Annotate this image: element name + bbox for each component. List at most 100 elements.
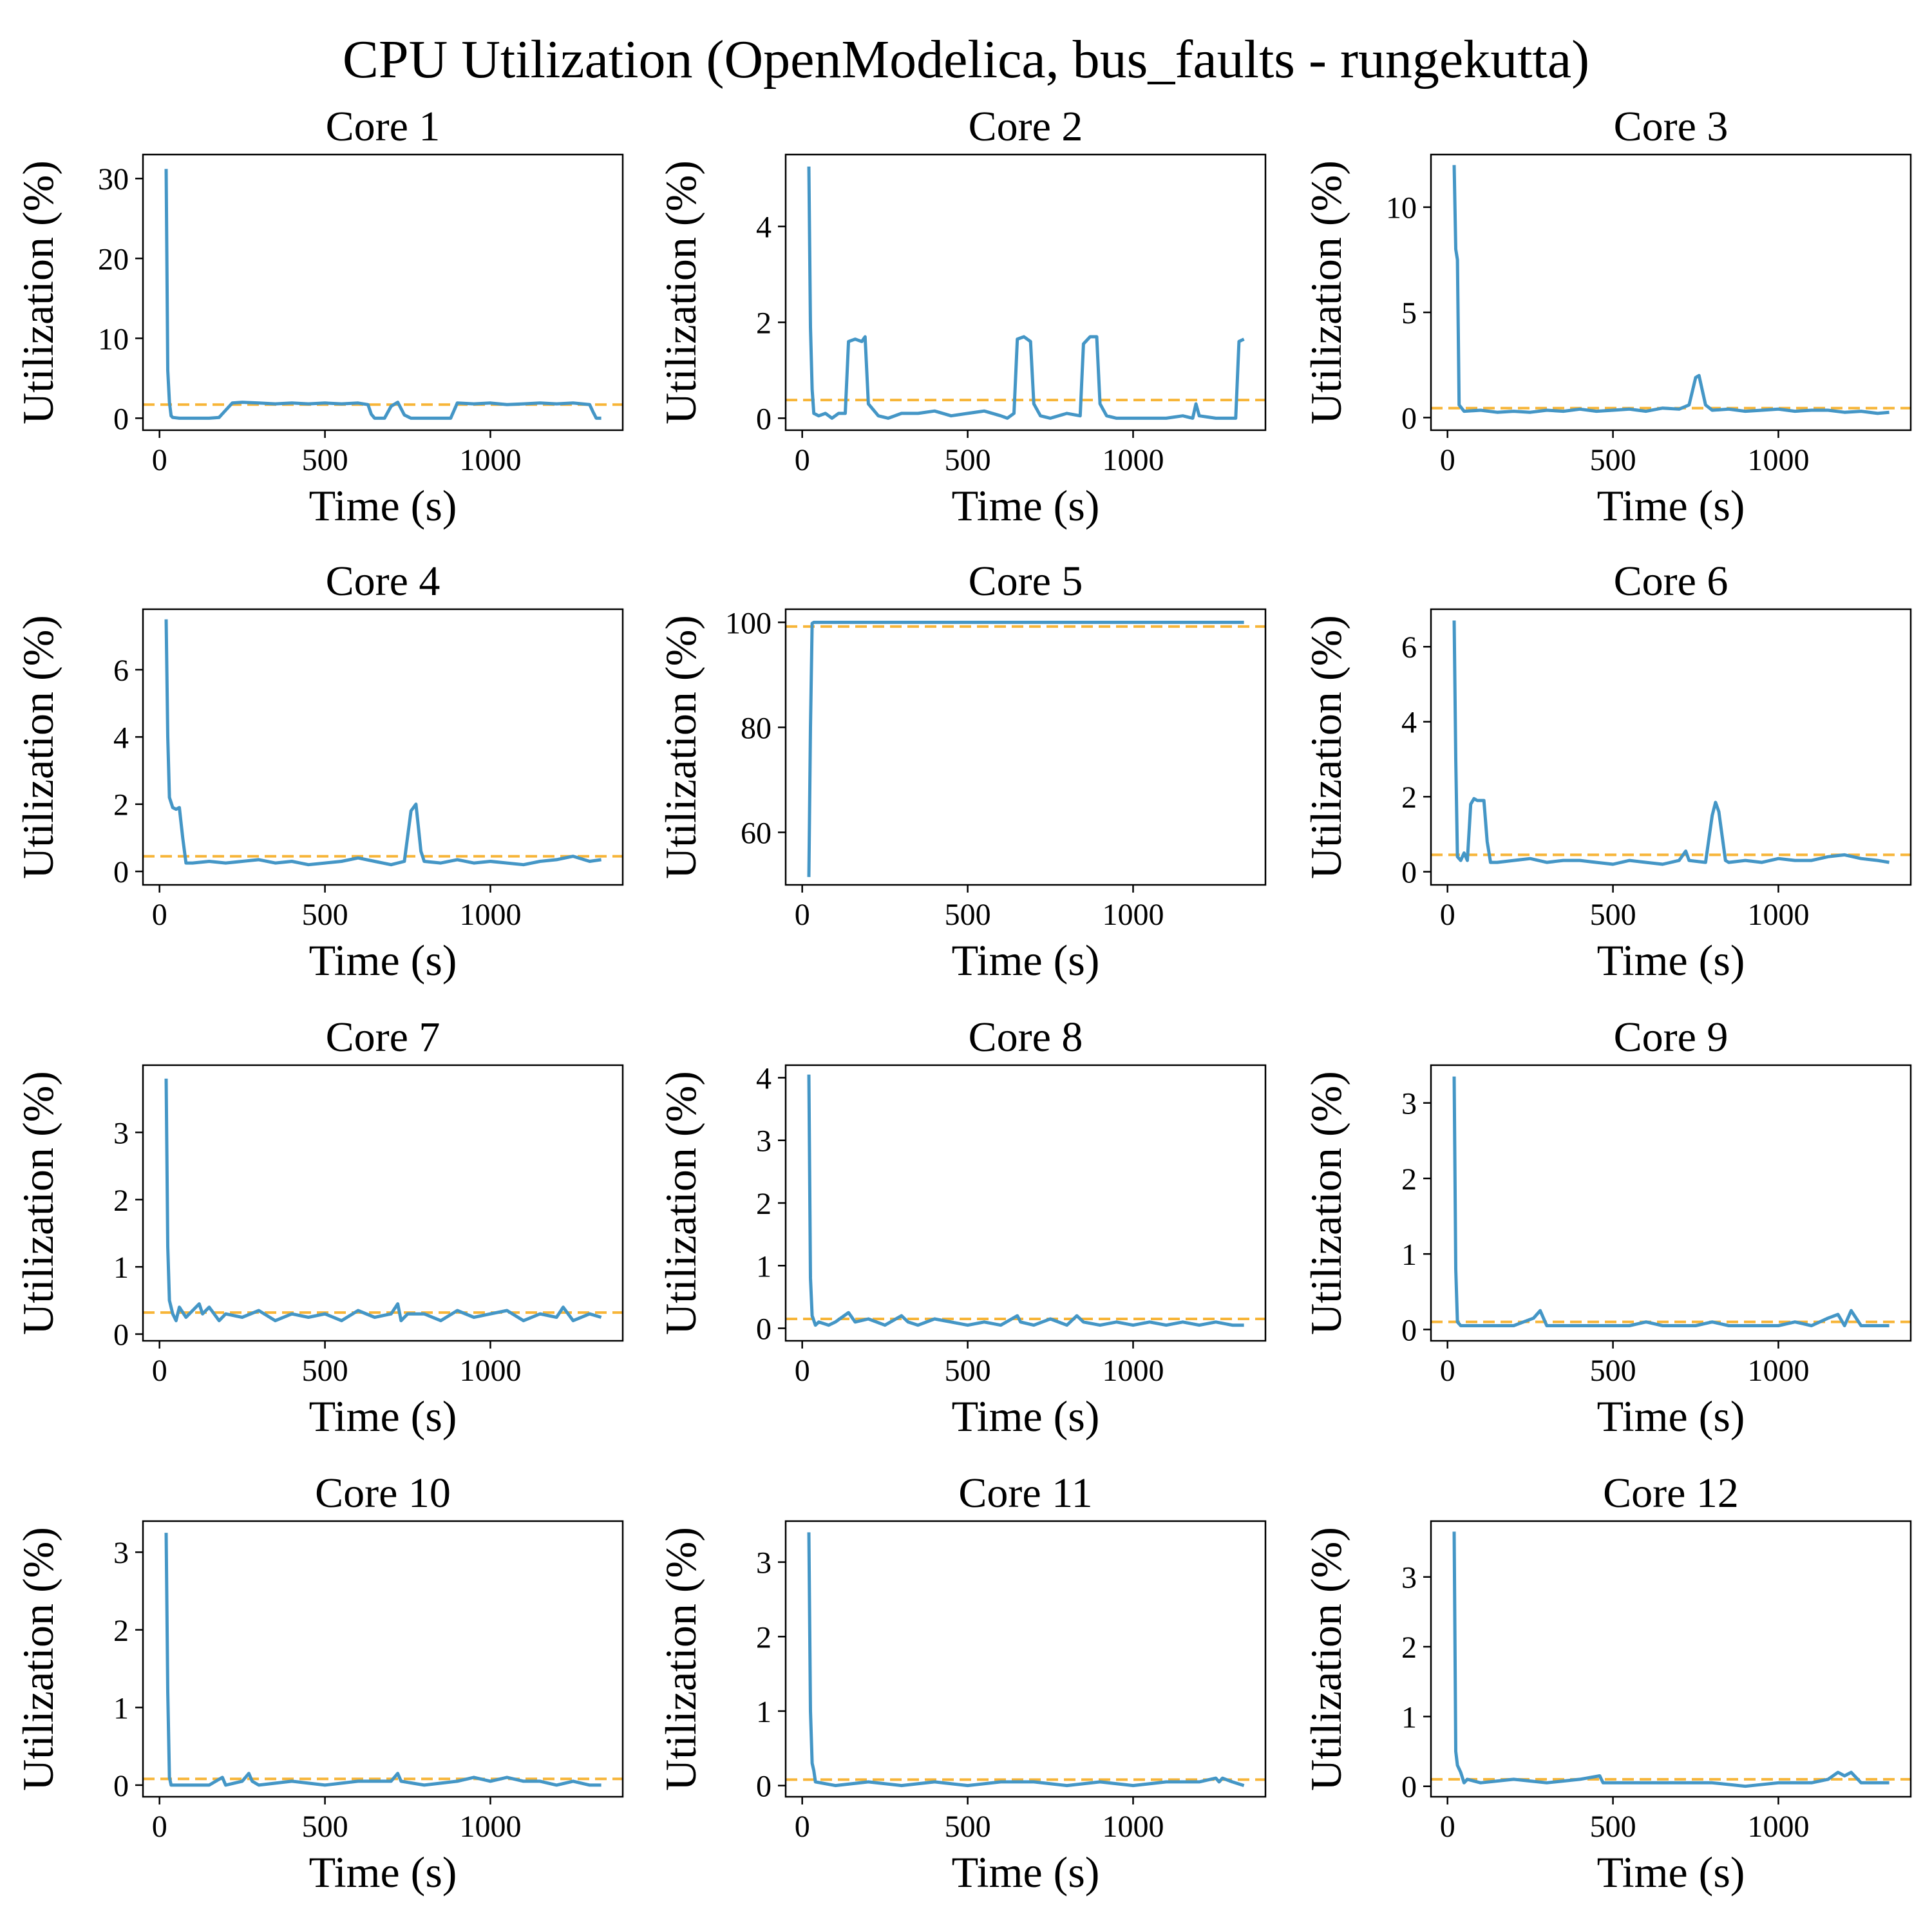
subplot-core-6: Core 6 0 500 1000 0 2 4 6 Time (s) Utilization (%… [1302,558,1912,985]
x-tick-label: 1000 [459,1810,521,1844]
y-tick-label: 30 [98,162,129,196]
y-tick-label: 2 [113,1614,129,1648]
y-axis-label: Utilization (%) [1302,615,1350,879]
x-tick-label: 1000 [1747,1810,1809,1844]
series-line [807,620,1244,877]
x-tick-label: 500 [302,898,348,932]
x-tick-label: 0 [152,1354,167,1388]
x-axis-label: Time (s) [1597,1392,1745,1441]
y-axis-label: Utilization (%) [14,1071,62,1335]
y-tick-label: 0 [756,402,772,436]
y-tick-label: 2 [756,1187,772,1221]
y-tick-label: 0 [1401,401,1417,435]
x-axis-label: Time (s) [309,481,457,530]
y-tick-label: 1 [113,1691,129,1725]
y-axis-label: Utilization (%) [14,615,62,879]
y-tick-label: 4 [113,721,129,755]
y-tick-label: 4 [756,1061,772,1095]
series-line [1452,165,1889,415]
y-tick-label: 0 [1401,1770,1417,1804]
axes-frame [784,153,1267,431]
x-tick-label: 0 [795,898,810,932]
subplot-core-11: Core 11 0 500 1000 0 1 2 3 Time (s) Utilization (… [656,1470,1267,1897]
y-tick-label: 0 [756,1312,772,1347]
subplot-title: Core 11 [958,1470,1092,1517]
x-tick-label: 500 [302,1810,348,1844]
x-axis-label: Time (s) [309,1392,457,1441]
series-line [807,1074,1244,1327]
y-tick-label: 0 [113,855,129,889]
axes-frame [784,608,1267,886]
subplot-core-10: Core 10 0 500 1000 0 1 2 3 Time (s) Utilization (… [14,1470,624,1897]
y-tick-label: 2 [113,788,129,822]
series-line [164,619,601,867]
x-axis-label: Time (s) [1597,481,1745,530]
y-tick-label: 4 [1401,706,1417,740]
x-tick-label: 1000 [1102,898,1164,932]
y-tick-label: 0 [1401,1313,1417,1347]
x-axis-label: Time (s) [952,1392,1100,1441]
axes-frame [142,1064,624,1342]
subplot-core-9: Core 9 0 500 1000 0 1 2 3 Time (s) Utilization (%… [1302,1014,1912,1441]
y-axis-label: Utilization (%) [656,1527,705,1791]
x-tick-label: 500 [945,1810,991,1844]
y-tick-label: 2 [756,307,772,341]
x-tick-label: 0 [152,1810,167,1844]
axes-frame [142,153,624,431]
y-axis-label: Utilization (%) [14,160,62,424]
subplot-core-2: Core 2 0 500 1000 0 2 4 Time (s) Utilization (%) [656,103,1267,530]
x-axis-label: Time (s) [309,1848,457,1897]
series-line [807,166,1245,420]
y-tick-label: 10 [98,322,129,356]
y-tick-label: 2 [1401,1162,1417,1197]
x-tick-label: 0 [795,443,810,477]
y-tick-label: 2 [1401,1631,1417,1665]
x-tick-label: 0 [1440,898,1455,932]
x-tick-label: 1000 [459,898,521,932]
y-tick-label: 6 [1401,630,1417,665]
y-tick-label: 80 [741,711,772,745]
subplot-title: Core 2 [969,103,1083,150]
y-tick-label: 3 [1401,1087,1417,1121]
x-tick-label: 1000 [1102,1354,1164,1388]
x-tick-label: 1000 [1102,1810,1164,1844]
x-tick-label: 0 [795,1354,810,1388]
y-tick-label: 3 [756,1124,772,1159]
y-tick-label: 4 [756,211,772,245]
x-tick-label: 500 [945,1354,991,1388]
subplot-core-3: Core 3 0 500 1000 0 5 10 Time (s) Utilization (%… [1302,103,1912,530]
y-tick-label: 1 [756,1249,772,1283]
y-tick-label: 0 [113,1318,129,1352]
series-line [164,1078,602,1323]
y-tick-label: 0 [1401,856,1417,890]
y-tick-label: 3 [1401,1561,1417,1595]
x-tick-label: 500 [945,898,991,932]
x-axis-label: Time (s) [952,936,1100,985]
y-tick-label: 10 [1386,191,1417,225]
x-tick-label: 500 [1590,443,1636,477]
subplot-title: Core 4 [326,558,440,605]
x-axis-label: Time (s) [1597,936,1745,985]
x-axis-label: Time (s) [309,936,457,985]
subplot-core-4: Core 4 0 500 1000 0 2 4 6 Time (s) Utilization (%… [14,558,624,985]
subplot-title: Core 9 [1614,1014,1728,1061]
x-tick-label: 1000 [459,443,521,477]
x-tick-label: 0 [152,443,167,477]
axes-frame [142,608,624,886]
x-tick-label: 500 [1590,1810,1636,1844]
y-tick-label: 2 [113,1184,129,1218]
subplot-title: Core 1 [326,103,440,150]
y-tick-label: 60 [741,816,772,850]
y-tick-label: 2 [756,1620,772,1654]
subplot-core-5: Core 5 0 500 1000 60 80 100 Time (s) Utilization… [656,558,1267,985]
axes-frame [142,1520,624,1798]
x-tick-label: 1000 [1747,898,1809,932]
subplot-title: Core 8 [969,1014,1083,1061]
y-tick-label: 5 [1401,296,1417,330]
x-tick-label: 1000 [1747,1354,1809,1388]
axes-frame [1430,153,1912,431]
y-tick-label: 3 [756,1546,772,1580]
x-tick-label: 0 [1440,443,1455,477]
y-tick-label: 0 [113,402,129,436]
